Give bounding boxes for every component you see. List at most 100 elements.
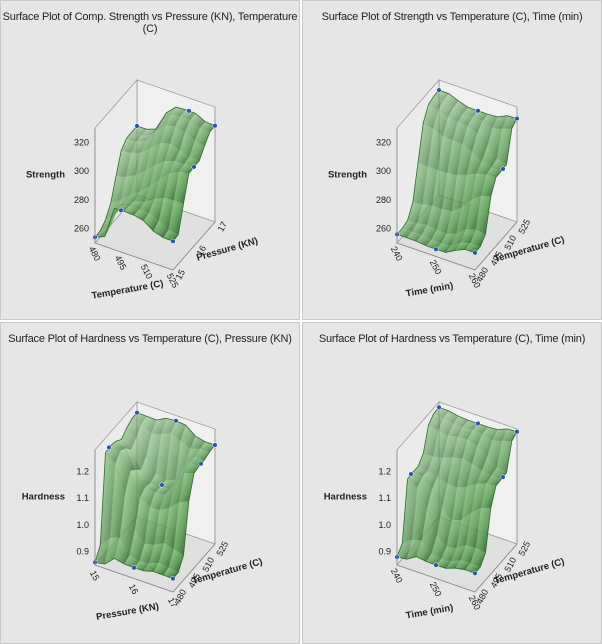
- y-tick-label: 15: [174, 268, 188, 282]
- data-points: [92, 410, 218, 582]
- z-tick-label: 260: [376, 224, 391, 234]
- y-tick-label: 525: [214, 540, 230, 558]
- z-tick-label: 0.9: [378, 547, 391, 557]
- x-tick-label: 480: [87, 245, 103, 263]
- data-point: [433, 562, 439, 568]
- data-point: [134, 410, 140, 416]
- surface: [396, 406, 518, 574]
- x-axis-label: Pressure (KN): [95, 601, 159, 623]
- chart-panel-hardness-temperature-pressure: Surface Plot of Hardness vs Temperature …: [0, 322, 300, 644]
- front-edges: [396, 450, 518, 593]
- z-tick-label: 1.0: [76, 520, 89, 530]
- y-axis-label: Temperature (C): [191, 556, 264, 587]
- y-tick-label: 525: [516, 218, 532, 236]
- data-point: [408, 471, 414, 477]
- data-point: [173, 418, 179, 424]
- front-edges: [94, 450, 216, 593]
- x-tick-label: 240: [389, 567, 405, 585]
- x-axis-line: [94, 564, 174, 593]
- x-axis-label: Temperature (C): [91, 278, 164, 301]
- data-point: [198, 461, 204, 467]
- y-axis-label: Temperature (C): [493, 556, 566, 587]
- data-point: [212, 123, 218, 129]
- z-tick-label: 1.1: [378, 493, 391, 503]
- data-points: [394, 404, 520, 576]
- z-axis-label: Strength: [328, 170, 367, 181]
- z-tick-label: 1.2: [76, 466, 89, 476]
- y-axis-line: [474, 543, 518, 593]
- x-tick-label: 510: [139, 263, 155, 281]
- x-axis-line: [396, 564, 476, 593]
- z-axis-label: Hardness: [324, 492, 367, 503]
- chart-title: Surface Plot of Hardness vs Temperature …: [318, 333, 586, 345]
- z-axis-label: Strength: [26, 170, 65, 181]
- x-axis-label: Time (min): [405, 280, 454, 299]
- x-tick-label: 240: [389, 245, 405, 263]
- y-axis-line: [172, 543, 216, 593]
- surface: [396, 89, 518, 254]
- chart-panel-strength-temperature-time: Surface Plot of Strength vs Temperature …: [302, 0, 602, 320]
- x-axis-line: [396, 242, 476, 271]
- data-point: [472, 250, 478, 256]
- y-tick-label: 16: [195, 244, 209, 258]
- chart-panel-hardness-temperature-time: Surface Plot of Hardness vs Temperature …: [302, 322, 602, 644]
- surface-plot: 480495510525151617260280300320Temperatur…: [26, 78, 259, 302]
- z-tick-label: 320: [74, 137, 89, 147]
- data-point: [191, 164, 197, 170]
- data-point: [159, 482, 165, 488]
- z-tick-label: 280: [74, 195, 89, 205]
- z-tick-label: 280: [376, 195, 391, 205]
- data-point: [186, 108, 192, 114]
- data-point: [475, 108, 481, 114]
- x-tick-label: 17: [166, 596, 180, 610]
- data-point: [433, 246, 439, 252]
- front-edges: [396, 128, 518, 271]
- x-tick-label: 15: [88, 569, 102, 583]
- data-points: [394, 87, 520, 256]
- data-point: [212, 442, 218, 448]
- z-tick-label: 1.2: [378, 466, 391, 476]
- chart-panel-strength-pressure-temperature: Surface Plot of Comp. Strength vs Pressu…: [0, 0, 300, 320]
- surface: [94, 412, 216, 580]
- data-point: [500, 166, 506, 172]
- z-tick-label: 1.1: [76, 493, 89, 503]
- y-axis-label: Temperature (C): [493, 234, 566, 265]
- chart-title: Surface Plot of Strength vs Temperature …: [321, 11, 583, 23]
- data-point: [170, 576, 176, 582]
- z-tick-label: 300: [74, 166, 89, 176]
- z-axis-label: Hardness: [22, 492, 65, 503]
- data-point: [514, 115, 520, 122]
- x-tick-label: 16: [127, 582, 141, 596]
- data-points: [92, 108, 218, 244]
- y-tick-label: 17: [216, 220, 230, 234]
- x-tick-label: 250: [428, 580, 444, 598]
- data-point: [472, 570, 478, 576]
- chart-title: Surface Plot of Comp. Strength vs Pressu…: [2, 11, 298, 35]
- y-axis-line: [474, 221, 518, 271]
- x-tick-label: 495: [113, 254, 129, 272]
- x-axis-line: [94, 242, 174, 271]
- data-point: [514, 429, 520, 435]
- x-axis-label: Time (min): [405, 602, 454, 621]
- data-point: [436, 87, 442, 93]
- x-tick-label: 250: [428, 258, 444, 276]
- z-tick-label: 260: [74, 224, 89, 234]
- data-point: [475, 420, 481, 427]
- front-edges: [94, 128, 216, 271]
- data-point: [106, 444, 112, 450]
- data-point: [436, 404, 442, 410]
- y-tick-label: 525: [516, 540, 532, 558]
- data-point: [500, 474, 506, 480]
- y-axis-label: Pressure (KN): [195, 236, 259, 264]
- data-point: [134, 123, 140, 129]
- z-tick-label: 1.0: [378, 520, 391, 530]
- z-tick-label: 320: [376, 137, 391, 147]
- data-point: [170, 238, 176, 244]
- data-point: [118, 207, 124, 213]
- z-tick-label: 300: [376, 166, 391, 176]
- data-point: [131, 565, 137, 571]
